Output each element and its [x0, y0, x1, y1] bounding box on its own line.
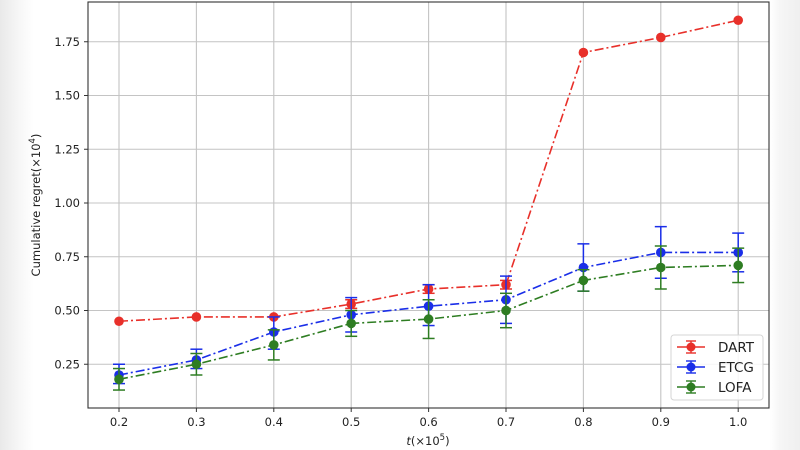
legend: DART ETCG LOFA — [670, 334, 764, 401]
x-axis-label: t(×105) — [406, 433, 449, 448]
y-tick-label: 0.50 — [54, 304, 80, 318]
data-point-marker — [423, 314, 434, 324]
y-tick-label: 1.75 — [54, 35, 80, 49]
data-point-marker — [269, 340, 279, 350]
legend-label: DART — [718, 340, 755, 356]
x-tick-label: 0.8 — [574, 415, 592, 429]
y-tick-label: 0.25 — [54, 357, 80, 371]
data-point-marker — [578, 275, 589, 286]
y-axis-label: Cumulative regret(×104) — [28, 134, 43, 277]
x-tick-label: 0.7 — [497, 415, 515, 429]
data-point-marker — [733, 15, 743, 26]
x-tick-label: 0.9 — [652, 415, 670, 429]
data-point-marker — [191, 359, 202, 370]
data-point-marker — [733, 260, 743, 271]
y-tick-label: 1.00 — [54, 196, 80, 210]
x-tick-label: 1.0 — [729, 415, 747, 429]
legend-label: LOFA — [718, 380, 752, 396]
x-axis: 0.2 0.3 0.4 0.5 0.6 0.7 0.8 0.9 1.0 — [110, 408, 747, 429]
series-group — [113, 15, 745, 391]
series-lofa — [113, 245, 745, 391]
legend-label: ETCG — [718, 360, 754, 376]
x-tick-label: 0.2 — [110, 415, 128, 429]
data-point-marker — [191, 312, 202, 322]
x-tick-label: 0.5 — [342, 415, 360, 429]
x-tick-label: 0.3 — [187, 415, 205, 429]
data-point-marker — [501, 305, 511, 316]
legend-item-lofa: LOFA — [677, 380, 752, 396]
y-tick-label: 0.75 — [54, 250, 80, 264]
legend-item-dart: DART — [677, 340, 755, 356]
y-axis: 0.25 0.50 0.75 1.00 1.25 1.50 1.75 — [54, 35, 88, 371]
grid-lines — [88, 2, 769, 408]
data-point-marker — [578, 47, 589, 58]
legend-item-etcg: ETCG — [677, 360, 754, 376]
legend-marker — [686, 362, 696, 372]
legend-marker — [686, 342, 696, 352]
data-point-marker — [114, 316, 124, 327]
data-point-marker — [114, 374, 124, 385]
data-point-marker — [656, 262, 666, 273]
y-tick-label: 1.25 — [54, 142, 80, 156]
series-line — [118, 264, 739, 381]
x-tick-label: 0.4 — [265, 415, 283, 429]
y-tick-label: 1.50 — [54, 89, 80, 103]
data-point-marker — [656, 32, 666, 43]
x-tick-label: 0.6 — [419, 415, 437, 429]
legend-marker — [686, 382, 696, 392]
data-point-marker — [346, 318, 357, 329]
